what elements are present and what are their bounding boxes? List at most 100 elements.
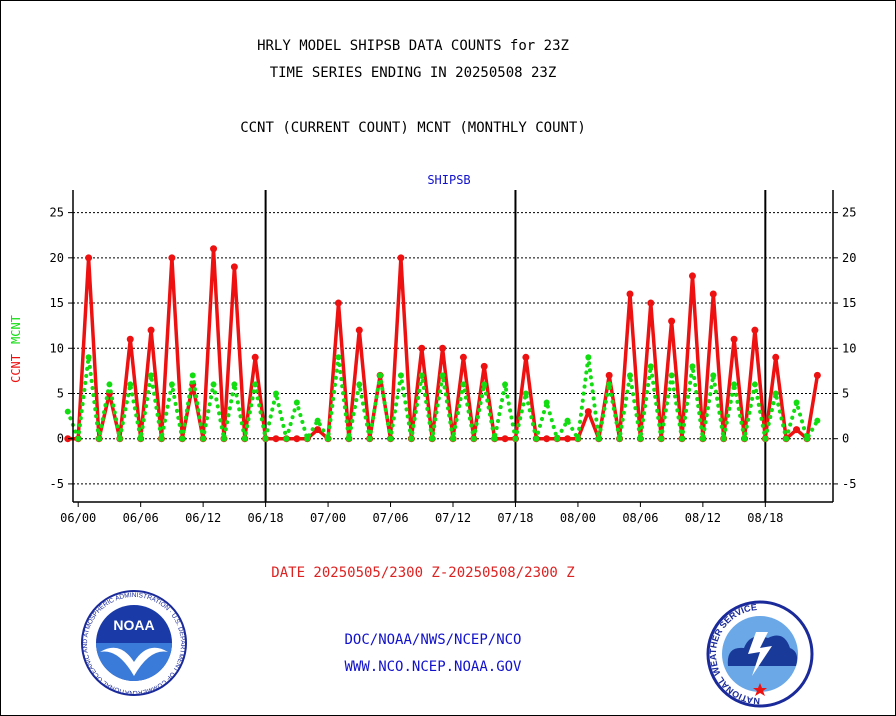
y-axis-labels: CCNT MCNT [9, 315, 23, 383]
data-point-ccnt [813, 371, 821, 379]
data-point-ccnt [459, 353, 467, 361]
date-range-label: DATE 20250505/2300 Z-20250508/2300 Z [271, 565, 575, 581]
data-point-mcnt [668, 372, 675, 379]
x-tick-label: 07/18 [497, 511, 533, 525]
data-point-mcnt [741, 435, 748, 442]
data-point-ccnt [439, 344, 447, 352]
x-tick-label: 08/00 [560, 511, 596, 525]
data-point-ccnt [688, 272, 696, 280]
data-point-mcnt [762, 435, 769, 442]
grid-layer [73, 212, 833, 485]
data-point-mcnt [148, 372, 155, 379]
data-point-ccnt [334, 299, 342, 307]
y-tick-label-right: 5 [842, 386, 849, 400]
data-point-ccnt [501, 435, 509, 443]
data-point-ccnt [85, 254, 93, 262]
data-point-mcnt [283, 435, 290, 442]
x-tick-label: 07/06 [372, 511, 408, 525]
data-point-mcnt [137, 435, 144, 442]
data-point-mcnt [200, 435, 207, 442]
data-point-mcnt [304, 435, 311, 442]
data-point-mcnt [637, 435, 644, 442]
data-point-mcnt [262, 435, 269, 442]
data-point-ccnt [147, 326, 155, 334]
series-layer [64, 245, 821, 443]
y-tick-label-right: 0 [842, 432, 849, 446]
data-point-mcnt [658, 435, 665, 442]
data-point-ccnt [709, 290, 717, 298]
data-point-ccnt [522, 353, 530, 361]
data-point-mcnt [75, 435, 82, 442]
data-point-mcnt [647, 363, 654, 370]
title-line-2: TIME SERIES ENDING IN 20250508 23Z [269, 65, 557, 81]
data-point-mcnt [533, 435, 540, 442]
data-point-mcnt [606, 381, 613, 388]
data-point-ccnt [605, 371, 613, 379]
y-tick-label-left: 20 [50, 251, 64, 265]
data-point-mcnt [231, 381, 238, 388]
data-point-ccnt [210, 245, 218, 253]
data-point-mcnt [814, 417, 821, 424]
data-point-mcnt [616, 435, 623, 442]
website-link[interactable]: WWW.NCO.NCEP.NOAA.GOV [344, 659, 522, 675]
data-point-mcnt [179, 435, 186, 442]
data-point-mcnt [626, 372, 633, 379]
data-point-ccnt [584, 408, 592, 416]
y-tick-label-left: -5 [50, 477, 64, 491]
data-point-mcnt [554, 435, 561, 442]
data-point-mcnt [408, 435, 415, 442]
data-point-mcnt [439, 372, 446, 379]
y-axis-label-mcnt: MCNT [9, 315, 23, 344]
y-tick-label-left: 25 [50, 206, 64, 220]
data-point-mcnt [450, 435, 456, 442]
y-tick-label-left: 5 [57, 386, 64, 400]
data-point-mcnt [293, 399, 300, 406]
y-tick-label-right: 10 [842, 341, 856, 355]
data-point-mcnt [710, 372, 717, 379]
data-point-ccnt [418, 344, 426, 352]
data-point-mcnt [335, 354, 342, 361]
x-tick-label: 06/00 [60, 511, 96, 525]
data-point-ccnt [668, 317, 676, 325]
x-tick-label: 08/18 [747, 511, 783, 525]
data-point-mcnt [377, 372, 384, 379]
data-point-mcnt [273, 390, 280, 397]
x-tick-label: 08/06 [622, 511, 658, 525]
data-point-mcnt [64, 408, 71, 415]
y-tick-label-left: 0 [57, 432, 64, 446]
data-point-mcnt [585, 354, 592, 361]
data-point-ccnt [355, 326, 363, 334]
data-point-ccnt [772, 353, 780, 361]
x-tick-label: 06/06 [123, 511, 159, 525]
data-point-mcnt [127, 381, 134, 388]
data-point-mcnt [116, 435, 123, 442]
data-point-mcnt [252, 381, 259, 388]
data-point-mcnt [85, 354, 92, 361]
data-point-ccnt [397, 254, 405, 262]
data-point-ccnt [647, 299, 655, 307]
data-point-mcnt [106, 381, 113, 388]
title-line-1: HRLY MODEL SHIPSB DATA COUNTS for 23Z [257, 38, 569, 54]
data-point-ccnt [293, 435, 301, 443]
data-point-ccnt [626, 290, 634, 298]
y-tick-label-right: 15 [842, 296, 856, 310]
data-point-mcnt [731, 381, 738, 388]
data-point-mcnt [522, 390, 529, 397]
data-point-mcnt [189, 372, 196, 379]
x-tick-label: 06/12 [185, 511, 221, 525]
data-point-ccnt [251, 353, 259, 361]
data-point-mcnt [502, 381, 509, 388]
org-label: DOC/NOAA/NWS/NCEP/NCO [344, 632, 522, 648]
x-tick-label: 07/00 [310, 511, 346, 525]
data-point-mcnt [543, 399, 550, 406]
data-point-mcnt [564, 417, 571, 424]
x-tick-label: 07/12 [435, 511, 471, 525]
data-point-mcnt [720, 435, 727, 442]
data-point-mcnt [689, 363, 696, 370]
data-point-ccnt [126, 335, 134, 343]
data-point-mcnt [793, 399, 800, 406]
data-point-mcnt [168, 381, 175, 388]
data-point-mcnt [481, 381, 488, 388]
